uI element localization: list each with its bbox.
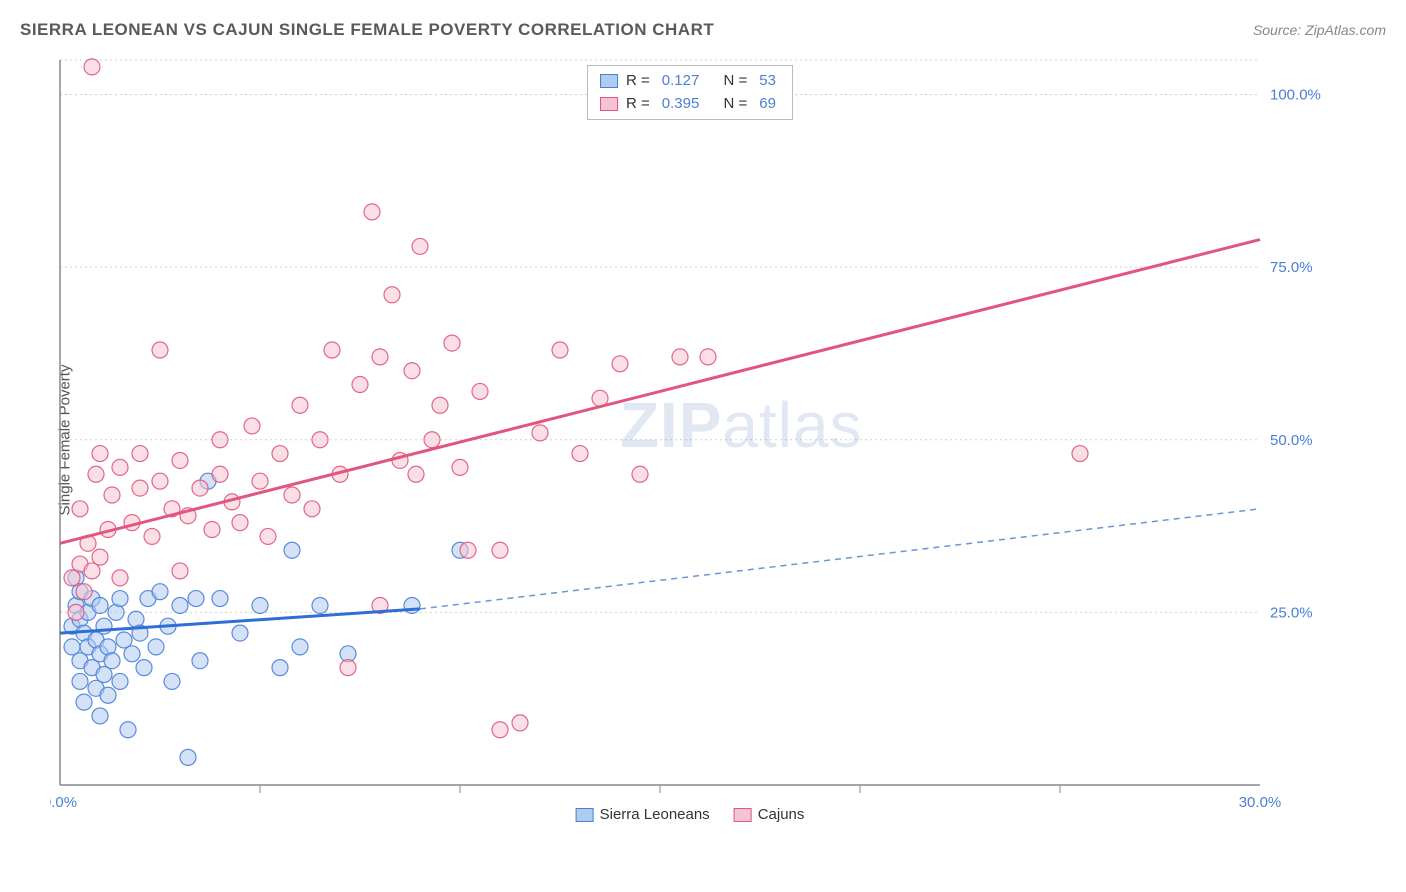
legend-swatch-series1 (576, 808, 594, 822)
svg-text:25.0%: 25.0% (1270, 604, 1313, 621)
stats-r-label-2: R = (626, 93, 650, 116)
svg-text:50.0%: 50.0% (1270, 432, 1313, 449)
chart-source: Source: ZipAtlas.com (1253, 22, 1386, 38)
stats-box: R = 0.127 N = 53 R = 0.395 N = 69 (587, 65, 793, 120)
scatter-plot: 25.0% 50.0% 75.0% 100.0% 0.0% 30.0% (50, 55, 1330, 825)
svg-text:30.0%: 30.0% (1239, 794, 1282, 811)
stats-swatch-series2 (600, 97, 618, 111)
svg-text:100.0%: 100.0% (1270, 87, 1321, 104)
chart-title: SIERRA LEONEAN VS CAJUN SINGLE FEMALE PO… (20, 20, 714, 40)
stats-r-value-2: 0.395 (662, 93, 700, 116)
stats-r-label-1: R = (626, 70, 650, 93)
legend-item-series1: Sierra Leoneans (576, 806, 710, 823)
stats-row-series1: R = 0.127 N = 53 (600, 70, 780, 93)
stats-row-series2: R = 0.395 N = 69 (600, 93, 780, 116)
stats-swatch-series1 (600, 74, 618, 88)
legend-swatch-series2 (734, 808, 752, 822)
stats-n-value-2: 69 (759, 93, 776, 116)
svg-text:75.0%: 75.0% (1270, 259, 1313, 276)
legend-item-series2: Cajuns (734, 806, 805, 823)
legend-label-series1: Sierra Leoneans (600, 806, 710, 823)
stats-n-label-2: N = (724, 93, 748, 116)
legend-label-series2: Cajuns (758, 806, 805, 823)
chart-area: Single Female Poverty 25.0%50.0%75.0%100… (50, 55, 1330, 825)
stats-r-value-1: 0.127 (662, 70, 700, 93)
stats-n-label-1: N = (724, 70, 748, 93)
chart-header: SIERRA LEONEAN VS CAJUN SINGLE FEMALE PO… (20, 20, 1386, 40)
stats-n-value-1: 53 (759, 70, 776, 93)
legend: Sierra Leoneans Cajuns (576, 806, 805, 823)
svg-text:0.0%: 0.0% (50, 794, 77, 811)
